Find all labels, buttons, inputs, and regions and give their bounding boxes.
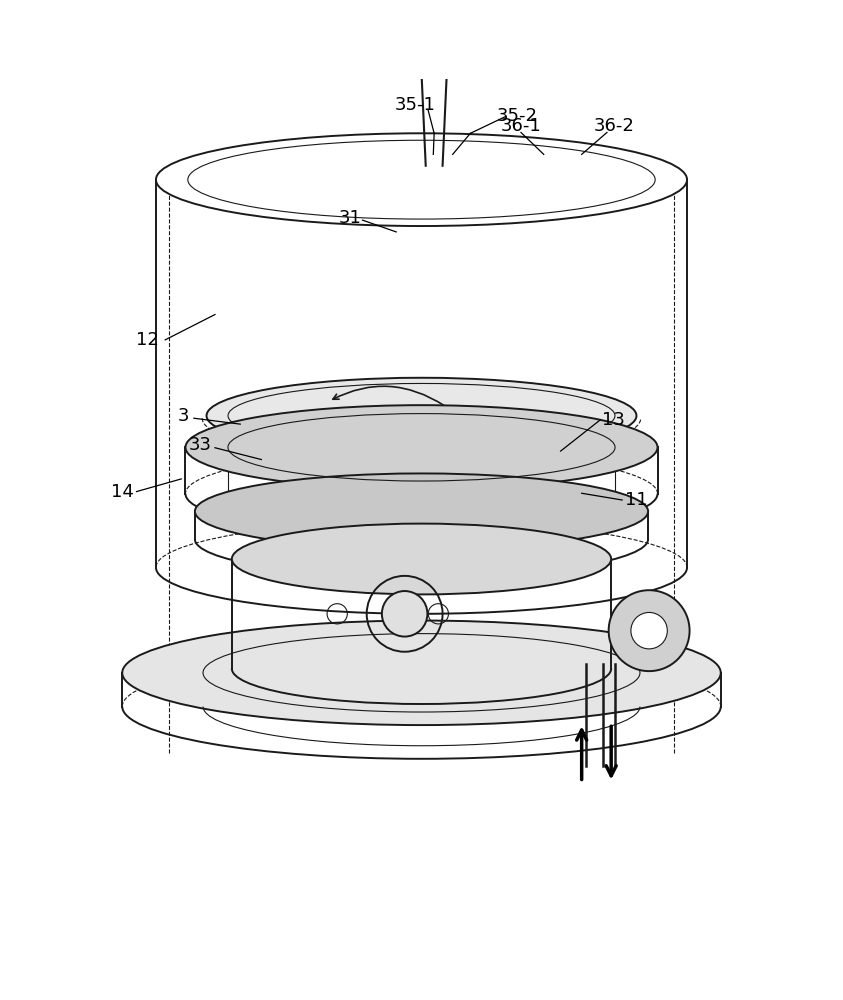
Text: 33: 33 [189, 436, 212, 454]
Text: 13: 13 [602, 411, 626, 429]
Text: 36-2: 36-2 [593, 117, 634, 135]
Ellipse shape [195, 473, 648, 549]
Ellipse shape [185, 405, 658, 489]
Text: 35-1: 35-1 [395, 96, 435, 114]
Text: 36-1: 36-1 [501, 117, 541, 135]
Text: 11: 11 [626, 491, 647, 509]
Text: 31: 31 [338, 209, 362, 227]
Circle shape [609, 590, 690, 671]
Text: 3: 3 [178, 407, 190, 425]
Text: 35-2: 35-2 [497, 107, 538, 125]
Ellipse shape [232, 524, 611, 594]
Ellipse shape [156, 133, 687, 226]
Ellipse shape [122, 621, 721, 725]
Circle shape [631, 612, 668, 649]
Circle shape [382, 591, 427, 637]
Text: 12: 12 [136, 331, 159, 349]
Text: 14: 14 [110, 483, 134, 501]
Ellipse shape [207, 378, 636, 454]
